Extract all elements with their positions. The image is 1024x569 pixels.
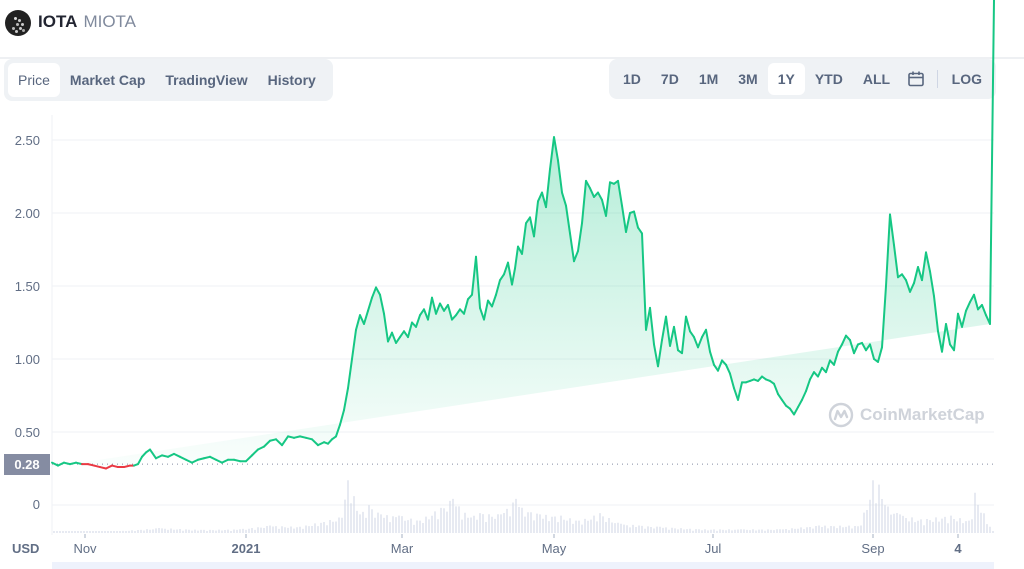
y-tick-label: 2.50: [14, 133, 40, 148]
coin-title: IOTA MIOTA: [38, 12, 136, 32]
range-separator: [936, 70, 938, 88]
log-scale-toggle[interactable]: LOG: [951, 71, 982, 87]
x-tick-label: Nov: [73, 541, 97, 556]
coinmarketcap-watermark: CoinMarketCap: [828, 402, 985, 428]
range-7d[interactable]: 7D: [660, 71, 679, 87]
x-tick-label: 4: [954, 541, 962, 556]
watermark-text: CoinMarketCap: [860, 405, 985, 424]
range-1d[interactable]: 1D: [623, 71, 641, 87]
y-tick-label: 1.00: [14, 352, 40, 367]
range-1y[interactable]: 1Y: [767, 63, 805, 95]
range-ytd[interactable]: YTD: [814, 71, 843, 87]
chart-type-tabs: Price Market Cap TradingView History: [4, 59, 333, 101]
currency-label: USD: [12, 541, 40, 556]
y-tick-label: 1.50: [14, 279, 40, 294]
tab-price[interactable]: Price: [8, 63, 60, 97]
coinmarketcap-logo-icon: [828, 402, 854, 428]
coin-header: IOTA MIOTA: [0, 0, 1024, 52]
iota-logo-icon: [5, 10, 31, 36]
range-all[interactable]: ALL: [862, 71, 891, 87]
y-tick-label: 0.50: [14, 425, 40, 440]
x-tick-label: Sep: [861, 541, 885, 556]
x-tick-label: May: [541, 541, 567, 556]
calendar-button[interactable]: [900, 63, 933, 95]
y-tick-label: 0: [32, 497, 40, 512]
range-1m[interactable]: 1M: [698, 71, 719, 87]
coin-symbol: MIOTA: [83, 12, 137, 31]
coin-name: IOTA: [38, 12, 77, 31]
x-tick-label: 2021: [231, 541, 261, 556]
header-divider: [0, 57, 1024, 59]
current-price-badge: 0.28: [4, 454, 50, 475]
x-tick-label: Mar: [390, 541, 414, 556]
range-3m[interactable]: 3M: [738, 71, 758, 87]
time-range-selector: 1D 7D 1M 3M 1Y YTD ALL LOG: [609, 59, 996, 99]
tab-market-cap[interactable]: Market Cap: [69, 72, 146, 88]
range-navigator[interactable]: [52, 562, 994, 569]
y-tick-label: 2.00: [14, 206, 40, 221]
x-tick-label: Jul: [704, 541, 722, 556]
calendar-icon: [908, 71, 925, 87]
tab-tradingview[interactable]: TradingView: [165, 72, 248, 88]
tab-history[interactable]: History: [267, 72, 316, 88]
